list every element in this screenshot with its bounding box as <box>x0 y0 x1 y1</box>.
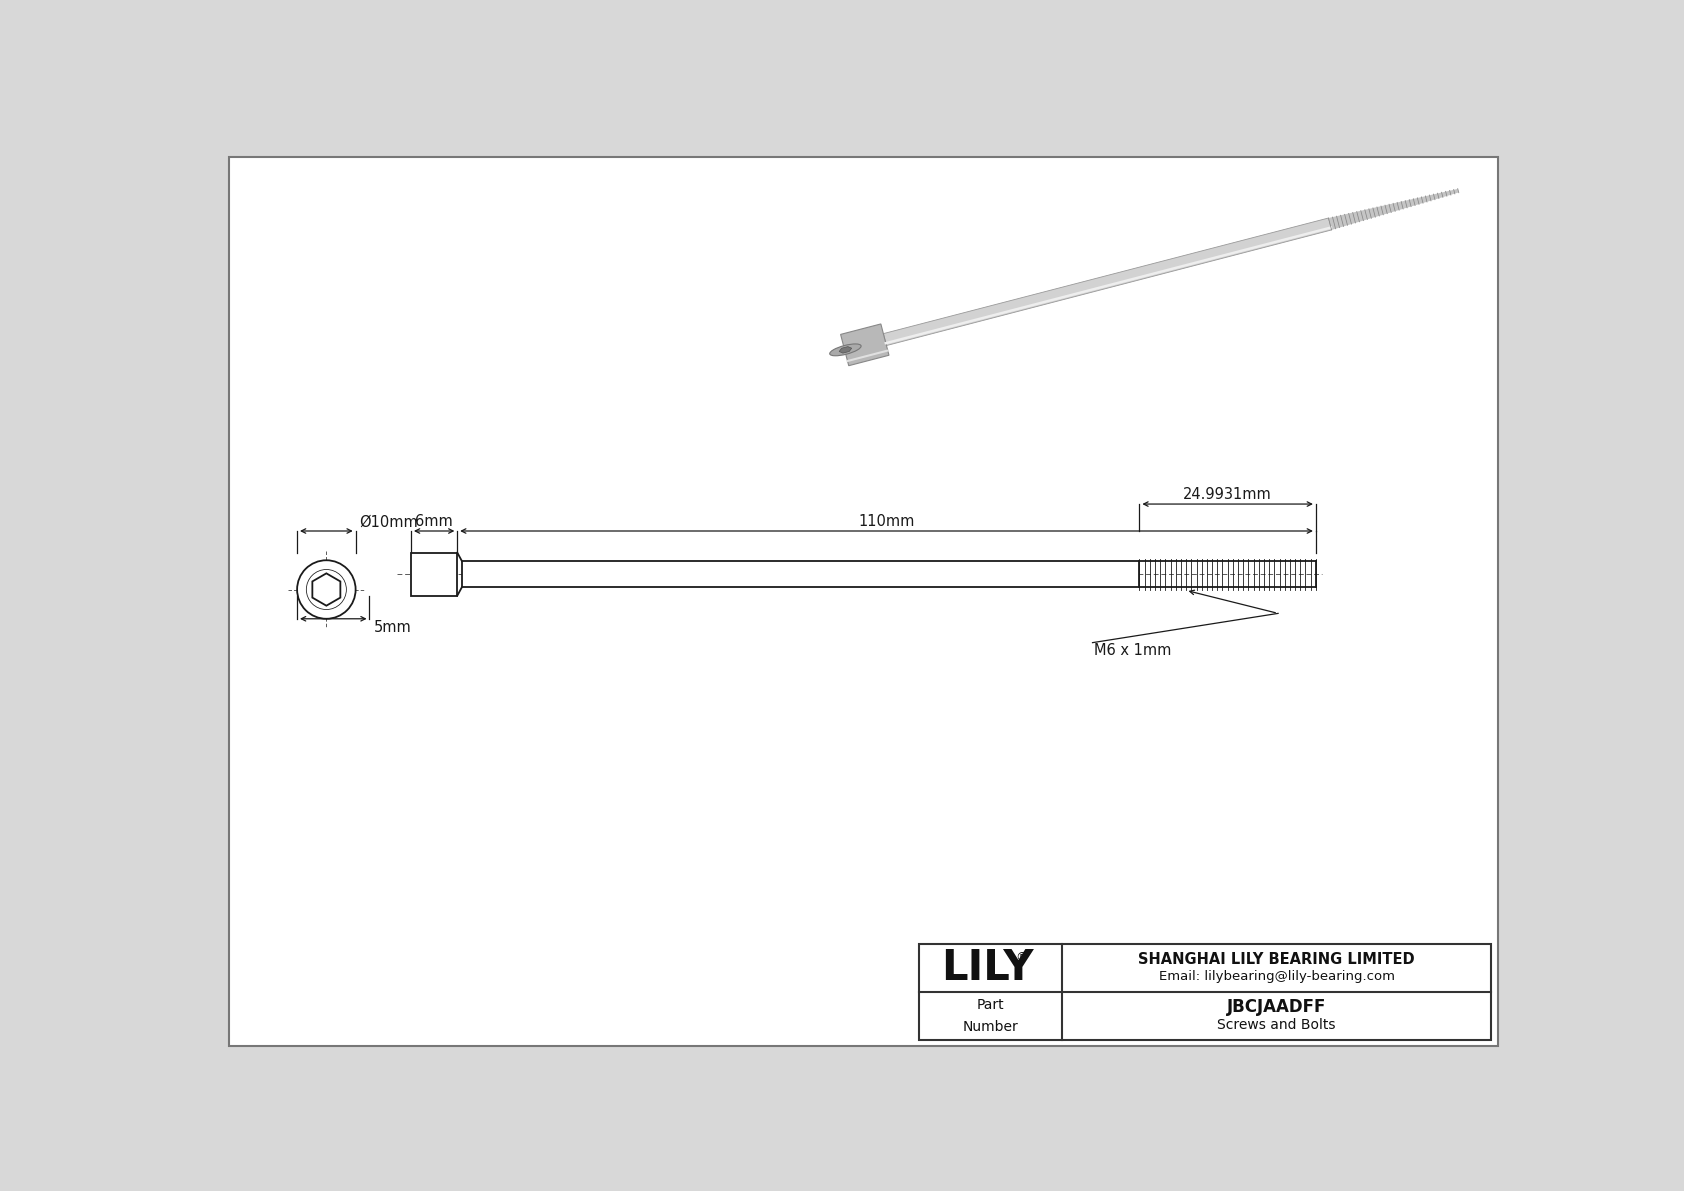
Bar <box>411 553 458 596</box>
Polygon shape <box>839 347 852 353</box>
Polygon shape <box>840 324 889 366</box>
Text: SHANGHAI LILY BEARING LIMITED: SHANGHAI LILY BEARING LIMITED <box>1138 952 1415 967</box>
Text: Email: lilybearing@lily-bearing.com: Email: lilybearing@lily-bearing.com <box>1159 969 1394 983</box>
Text: 24.9931mm: 24.9931mm <box>1184 487 1271 501</box>
Polygon shape <box>1329 189 1458 230</box>
Circle shape <box>296 560 355 619</box>
Text: 5mm: 5mm <box>374 621 413 635</box>
Text: 6mm: 6mm <box>416 513 453 529</box>
Ellipse shape <box>830 344 861 356</box>
Polygon shape <box>884 218 1332 345</box>
Text: Screws and Bolts: Screws and Bolts <box>1218 1017 1335 1031</box>
Bar <box>919 943 1492 1040</box>
Bar <box>461 561 1140 587</box>
Text: ®: ® <box>1015 952 1027 965</box>
Polygon shape <box>312 573 340 606</box>
Text: Ø10mm: Ø10mm <box>359 515 418 530</box>
Circle shape <box>306 569 347 610</box>
Text: LILY: LILY <box>941 947 1034 989</box>
Text: 110mm: 110mm <box>859 513 914 529</box>
Text: Part
Number: Part Number <box>963 998 1019 1034</box>
Text: JBCJAADFF: JBCJAADFF <box>1228 998 1327 1016</box>
Text: M6 x 1mm: M6 x 1mm <box>1095 643 1172 657</box>
